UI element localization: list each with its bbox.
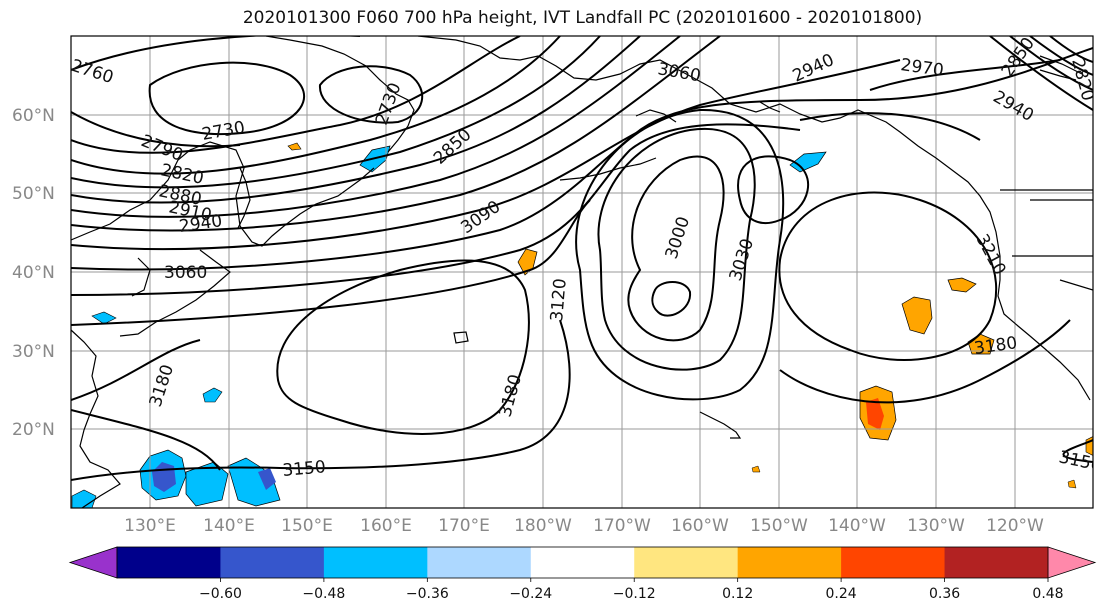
- colorbar-bin: [634, 547, 739, 578]
- colorbar-tick-label: 0.36: [929, 586, 960, 601]
- lat-label: 30°N: [12, 342, 55, 362]
- colorbar-bin: [427, 547, 532, 578]
- lon-label: 120°W: [986, 516, 1044, 536]
- colorbar-tick-label: −0.24: [509, 586, 552, 601]
- colorbar-tick-label: −0.48: [302, 586, 345, 601]
- colorbar-bin: [323, 547, 428, 578]
- colorbar-bin: [220, 547, 325, 578]
- lon-label: 170°W: [593, 516, 651, 536]
- colorbar-bin: [944, 547, 1049, 578]
- latitude-labels: 60°N 50°N 40°N 30°N 20°N: [12, 106, 55, 440]
- colorbar-bin: [117, 547, 221, 578]
- graticule: [71, 36, 1093, 508]
- map-title: 2020101300 F060 700 hPa height, IVT Land…: [242, 8, 923, 28]
- colorbar-tick-label: 0.24: [826, 586, 857, 601]
- longitude-labels: 130°E 140°E 150°E 160°E 170°E 180°W 170°…: [124, 516, 1044, 536]
- lat-label: 50°N: [12, 184, 55, 204]
- lat-label: 60°N: [12, 106, 55, 126]
- height-contours: [71, 36, 1093, 481]
- map-frame: [70, 35, 1094, 509]
- lat-label: 20°N: [12, 420, 55, 440]
- colorbar-bin: [737, 547, 842, 578]
- contour-label: 3060: [164, 263, 207, 283]
- colorbar-outline: [116, 546, 1049, 579]
- colorbar-extend-low: [68, 546, 118, 579]
- lon-label: 150°E: [281, 516, 333, 536]
- colorbar-tick-label: −0.36: [406, 586, 449, 601]
- colorbar-tick-label: 0.12: [722, 586, 753, 601]
- lon-label: 150°W: [750, 516, 808, 536]
- lon-label: 130°E: [124, 516, 176, 536]
- colorbar-bin: [530, 547, 635, 578]
- lon-label: 130°W: [907, 516, 965, 536]
- lon-label: 160°E: [360, 516, 412, 536]
- colorbar-tick-label: 0.48: [1032, 586, 1063, 601]
- colorbar-tick-label: −0.12: [613, 586, 656, 601]
- lon-label: 140°W: [828, 516, 886, 536]
- colorbar: −0.60 −0.48 −0.36 −0.24 −0.12 0.12 0.24 0.36 0.4…: [68, 546, 1097, 601]
- lon-label: 140°E: [203, 516, 255, 536]
- lat-label: 40°N: [12, 263, 55, 283]
- colorbar-bin: [841, 547, 946, 578]
- contour-label: 3150: [282, 457, 327, 481]
- lon-label: 180°W: [514, 516, 572, 536]
- lon-label: 160°W: [671, 516, 729, 536]
- lon-label: 170°E: [438, 516, 490, 536]
- colorbar-extend-high: [1047, 546, 1097, 579]
- colorbar-tick-label: −0.60: [199, 586, 242, 601]
- contour-label: 3120: [547, 278, 571, 323]
- coastlines: [71, 36, 1093, 508]
